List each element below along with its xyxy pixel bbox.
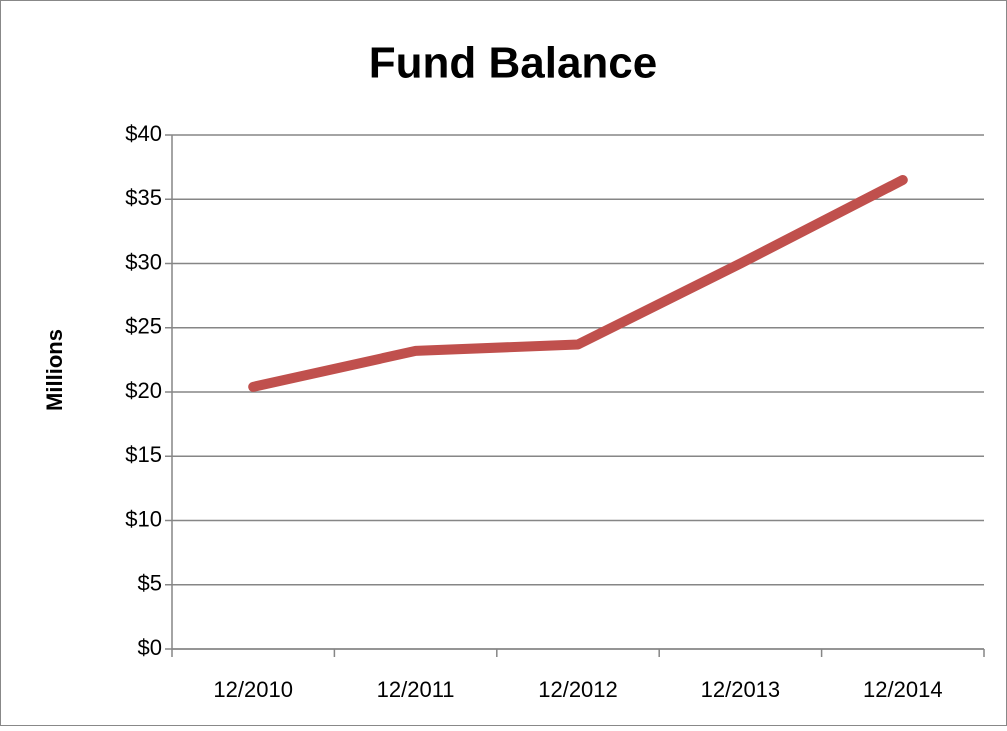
x-tick-label: 12/2013 [701, 677, 781, 702]
y-tick-label: $25 [125, 314, 162, 339]
chart-title: Fund Balance [369, 39, 658, 88]
y-tick-label: $35 [125, 185, 162, 210]
y-tick-label: $20 [125, 378, 162, 403]
y-tick-label: $0 [138, 635, 162, 660]
y-tick-label: $10 [125, 506, 162, 531]
y-tick-label: $30 [125, 249, 162, 274]
x-tick-label: 12/2014 [863, 677, 943, 702]
x-tick-label: 12/2010 [213, 677, 293, 702]
series-line [248, 174, 908, 392]
x-tick-label: 12/2012 [538, 677, 618, 702]
x-tick-label: 12/2011 [377, 677, 455, 702]
y-tick-label: $15 [125, 442, 162, 467]
y-axis-label: Millions [42, 329, 67, 411]
y-tick-label: $5 [138, 571, 162, 596]
y-tick-label: $40 [125, 121, 162, 146]
